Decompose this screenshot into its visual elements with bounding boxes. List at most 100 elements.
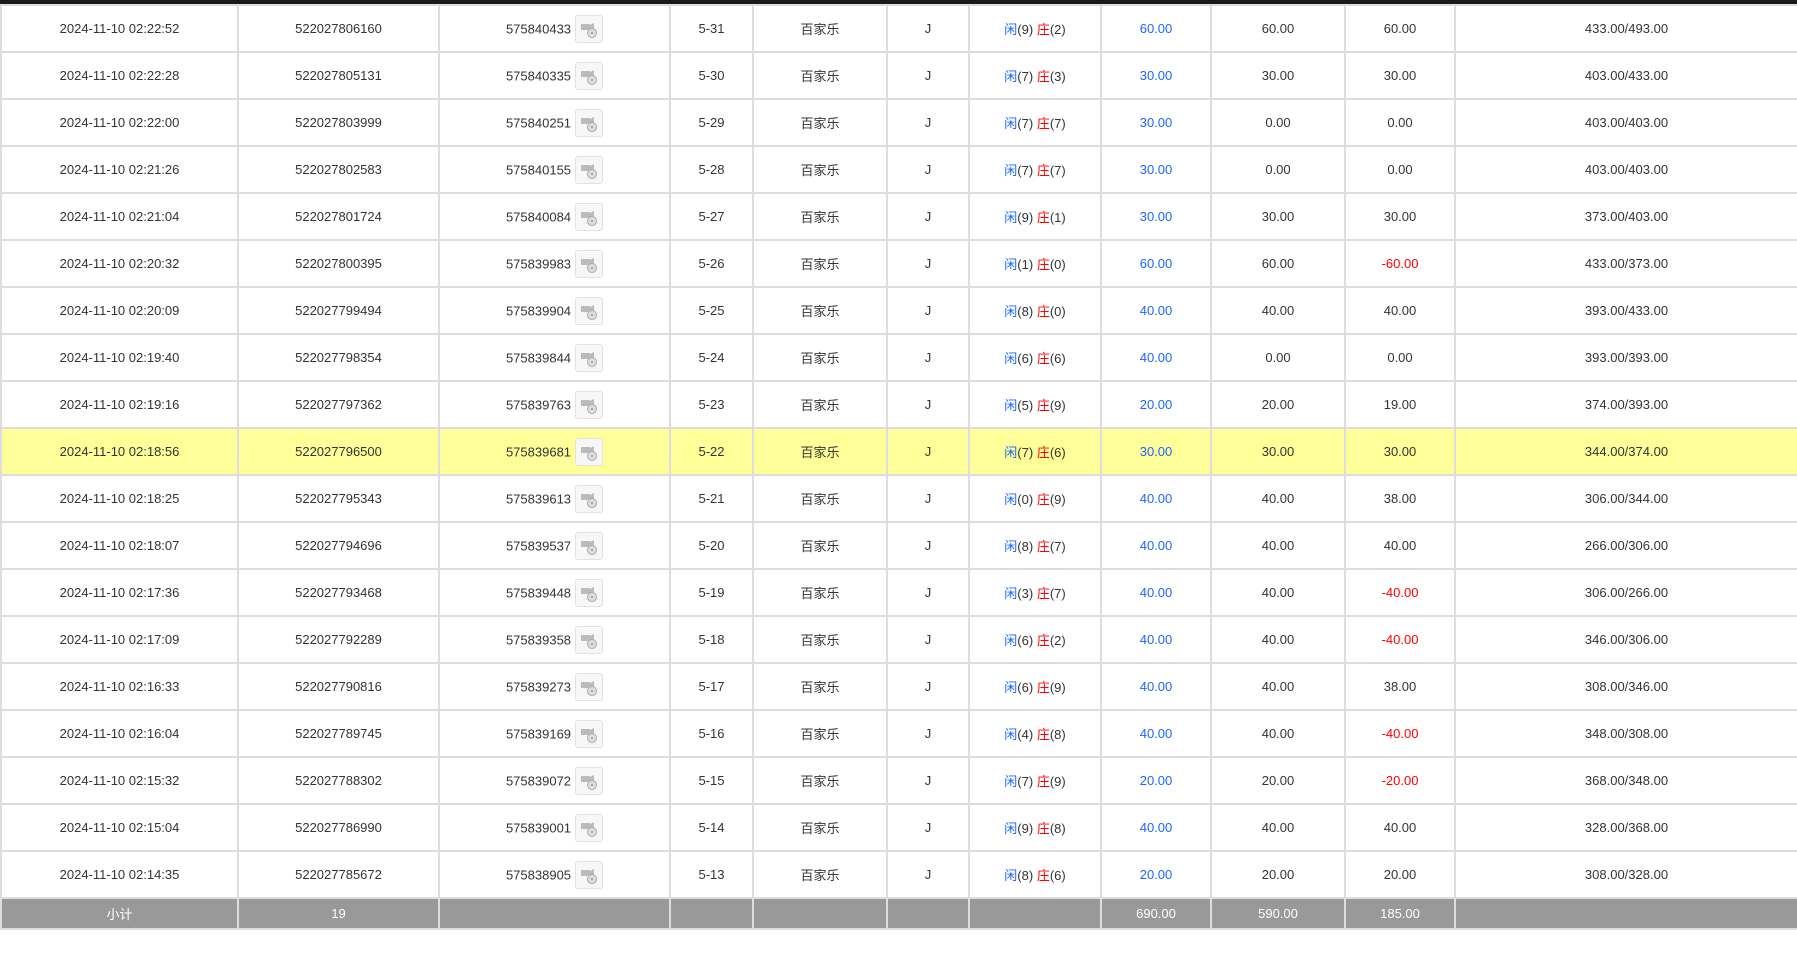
player-label: 闲 xyxy=(1004,868,1018,883)
banker-label: 庄 xyxy=(1036,680,1050,695)
video-replay-icon[interactable] xyxy=(575,296,604,325)
balance-change: 346.00/306.00 xyxy=(1454,615,1797,664)
table-row: 2024-11-10 02:18:07 522027794696 5758395… xyxy=(0,521,1797,570)
balance-change: 433.00/373.00 xyxy=(1454,239,1797,288)
result-cell: 闲(7) 庄(3) xyxy=(968,51,1102,100)
round-id-cell: 575839763 xyxy=(438,380,671,429)
table-row: 2024-11-10 02:18:56 522027796500 5758396… xyxy=(0,427,1797,476)
banker-label: 庄 xyxy=(1036,22,1050,37)
round-id: 575839983 xyxy=(505,256,572,271)
win-loss: 40.00 xyxy=(1344,803,1456,852)
valid-bet: 20.00 xyxy=(1210,756,1346,805)
bet-type: J xyxy=(886,380,970,429)
result-cell: 闲(7) 庄(7) xyxy=(968,98,1102,147)
video-replay-icon[interactable] xyxy=(575,14,604,43)
table-no: 5-14 xyxy=(669,803,754,852)
round-id: 575839072 xyxy=(505,773,572,788)
video-replay-icon[interactable] xyxy=(575,437,604,466)
win-loss: 30.00 xyxy=(1344,192,1456,241)
win-loss: 0.00 xyxy=(1344,145,1456,194)
bet-type: J xyxy=(886,615,970,664)
bet-id: 522027800395 xyxy=(237,239,440,288)
balance-change: 308.00/346.00 xyxy=(1454,662,1797,711)
result-cell: 闲(7) 庄(6) xyxy=(968,427,1102,476)
bet-amount: 40.00 xyxy=(1100,709,1212,758)
table-row: 2024-11-10 02:16:04 522027789745 5758391… xyxy=(0,709,1797,758)
video-replay-icon[interactable] xyxy=(575,390,604,419)
bet-amount: 20.00 xyxy=(1100,756,1212,805)
round-id: 575840251 xyxy=(505,115,572,130)
player-points: (6) xyxy=(1017,633,1034,648)
valid-bet: 30.00 xyxy=(1210,427,1346,476)
valid-bet: 40.00 xyxy=(1210,474,1346,523)
video-replay-icon[interactable] xyxy=(575,108,604,137)
valid-bet: 20.00 xyxy=(1210,850,1346,899)
bet-time: 2024-11-10 02:22:28 xyxy=(0,51,239,100)
video-replay-icon[interactable] xyxy=(575,155,604,184)
video-replay-icon[interactable] xyxy=(575,719,604,748)
round-id: 575838905 xyxy=(505,867,572,882)
bet-time: 2024-11-10 02:16:33 xyxy=(0,662,239,711)
round-id: 575839169 xyxy=(505,726,572,741)
table-no: 5-28 xyxy=(669,145,754,194)
bet-amount: 40.00 xyxy=(1100,521,1212,570)
valid-bet: 0.00 xyxy=(1210,333,1346,382)
bet-id: 522027793468 xyxy=(237,568,440,617)
banker-label: 庄 xyxy=(1036,69,1050,84)
bet-type: J xyxy=(886,803,970,852)
win-loss: -40.00 xyxy=(1344,615,1456,664)
bet-time: 2024-11-10 02:17:09 xyxy=(0,615,239,664)
result-cell: 闲(6) 庄(9) xyxy=(968,662,1102,711)
bet-id: 522027798354 xyxy=(237,333,440,382)
video-replay-icon[interactable] xyxy=(575,484,604,513)
round-id: 575839844 xyxy=(505,350,572,365)
bet-type: J xyxy=(886,98,970,147)
table-no: 5-31 xyxy=(669,4,754,53)
table-row: 2024-11-10 02:22:28 522027805131 5758403… xyxy=(0,51,1797,100)
bet-type: J xyxy=(886,4,970,53)
win-loss: 30.00 xyxy=(1344,427,1456,476)
result-cell: 闲(4) 庄(8) xyxy=(968,709,1102,758)
video-replay-icon[interactable] xyxy=(575,625,604,654)
player-points: (7) xyxy=(1017,163,1034,178)
banker-points: (7) xyxy=(1049,116,1066,131)
bet-time: 2024-11-10 02:19:16 xyxy=(0,380,239,429)
table-no: 5-26 xyxy=(669,239,754,288)
bet-time: 2024-11-10 02:14:35 xyxy=(0,850,239,899)
bet-id: 522027806160 xyxy=(237,4,440,53)
video-replay-icon[interactable] xyxy=(575,578,604,607)
game-name: 百家乐 xyxy=(752,192,888,241)
balance-change: 373.00/403.00 xyxy=(1454,192,1797,241)
bet-id: 522027802583 xyxy=(237,145,440,194)
video-replay-icon[interactable] xyxy=(575,813,604,842)
player-label: 闲 xyxy=(1004,163,1018,178)
video-replay-icon[interactable] xyxy=(575,766,604,795)
video-replay-icon[interactable] xyxy=(575,860,604,889)
win-loss: 38.00 xyxy=(1344,474,1456,523)
valid-bet: 30.00 xyxy=(1210,51,1346,100)
video-replay-icon[interactable] xyxy=(575,343,604,372)
balance-change: 308.00/328.00 xyxy=(1454,850,1797,899)
round-id-cell: 575840433 xyxy=(438,4,671,53)
banker-label: 庄 xyxy=(1036,116,1050,131)
win-loss: -20.00 xyxy=(1344,756,1456,805)
win-loss: 0.00 xyxy=(1344,98,1456,147)
player-label: 闲 xyxy=(1004,539,1018,554)
video-replay-icon[interactable] xyxy=(575,61,604,90)
player-points: (8) xyxy=(1017,539,1034,554)
valid-bet: 20.00 xyxy=(1210,380,1346,429)
round-id-cell: 575839904 xyxy=(438,286,671,335)
player-label: 闲 xyxy=(1004,210,1018,225)
table-no: 5-16 xyxy=(669,709,754,758)
video-replay-icon[interactable] xyxy=(575,249,604,278)
player-label: 闲 xyxy=(1004,774,1018,789)
valid-bet: 60.00 xyxy=(1210,239,1346,288)
video-replay-icon[interactable] xyxy=(575,531,604,560)
banker-points: (0) xyxy=(1049,257,1066,272)
banker-points: (7) xyxy=(1049,163,1066,178)
player-label: 闲 xyxy=(1004,492,1018,507)
banker-points: (6) xyxy=(1049,445,1066,460)
video-replay-icon[interactable] xyxy=(575,202,604,231)
table-no: 5-20 xyxy=(669,521,754,570)
video-replay-icon[interactable] xyxy=(575,672,604,701)
